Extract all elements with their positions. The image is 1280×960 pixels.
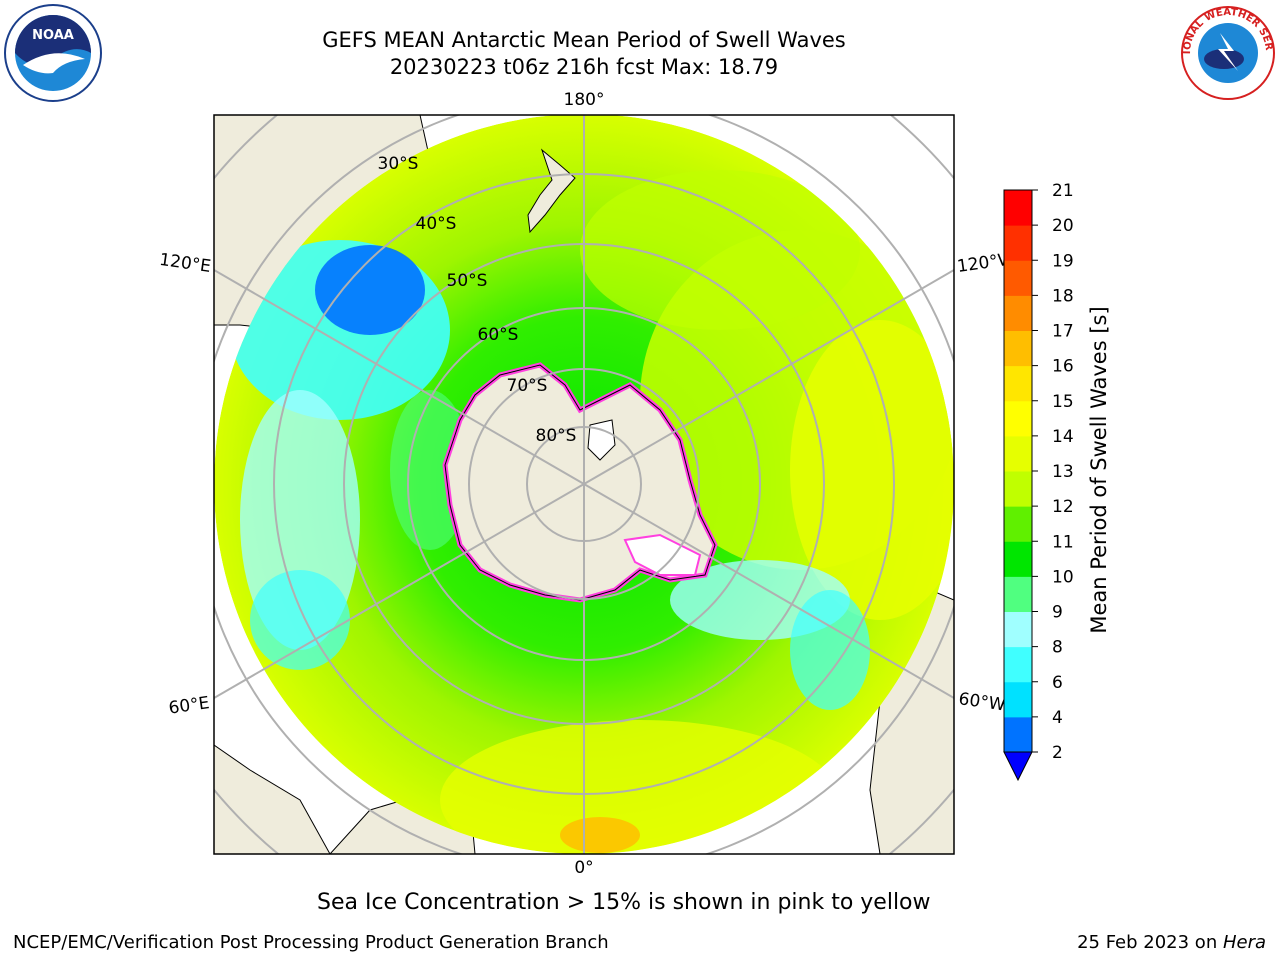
colorbar-tick-label: 8 [1052,638,1063,658]
colorbar-segment [1004,611,1032,648]
map-frame-contents [214,115,954,854]
colorbar-tick-label: 12 [1052,497,1074,517]
colorbar-segment [1004,471,1032,507]
colorbar-extend-arrow [1003,751,1033,782]
colorbar-tick-label: 10 [1052,567,1074,587]
footer-branch: NCEP/EMC/Verification Post Processing Pr… [13,932,609,953]
colorbar-segment [1004,576,1032,612]
colorbar-tick-label: 11 [1052,532,1074,552]
ocean-field [214,115,954,854]
colorbar-segment [1004,365,1032,402]
colorbar-tick-label: 13 [1052,462,1074,482]
map-frame [213,114,955,855]
colorbar-tick-label: 20 [1052,216,1074,236]
colorbar-tick-label: 17 [1052,322,1074,342]
madagascar-region-land [214,744,331,854]
ross-ice-shelf [587,419,616,461]
colorbar: 2 4 6 8 9 10 11 12 13 14 15 16 17 18 19 20 21 [1003,181,1074,782]
lat-label-60s: 60°S [478,325,519,345]
lon-label-180: 180° [564,90,605,110]
sea-ice-caption: Sea Ice Concentration > 15% is shown in … [317,890,931,915]
footer-date: 25 Feb 2023 on Hera [1077,932,1266,953]
colorbar-tick-label: 18 [1052,286,1074,306]
colorbar-tick-label: 14 [1052,427,1074,447]
svg-text:NOAA: NOAA [32,28,74,43]
lon-label-60e: 60°E [167,693,210,718]
lat-label-30s: 30°S [378,154,419,174]
colorbar-segment [1004,716,1032,753]
colorbar-segment [1004,646,1032,683]
colorbar-segment [1004,225,1032,261]
colorbar-segment [1004,190,1032,226]
colorbar-tick-label: 6 [1052,673,1063,693]
nws-logo: NATIONAL WEATHER SERVICE [1178,3,1275,100]
colorbar-segment [1004,295,1032,331]
lon-label-120e: 120°E [158,250,212,277]
graticule [214,115,954,854]
colorbar-tick-label: 15 [1052,392,1074,412]
lon-label-60w: 60°W [957,689,1006,715]
colorbar-segment [1004,681,1032,718]
colorbar-segment [1004,400,1032,437]
colorbar-segment [1004,330,1032,367]
colorbar-segment [1004,506,1032,542]
colorbar-tick-label: 9 [1052,603,1063,623]
colorbar-segment [1004,541,1032,577]
colorbar-tick-label: 19 [1052,251,1074,271]
colorbar-label: Mean Period of Swell Waves [s] [1087,306,1111,633]
colorbar-tick-label: 21 [1052,181,1074,201]
lat-label-70s: 70°S [507,376,548,396]
colorbar-tick-label: 16 [1052,357,1074,377]
colorbar-segment [1004,435,1032,472]
footer-date-text: 25 Feb 2023 on [1077,932,1223,953]
footer-machine: Hera [1222,932,1266,953]
lat-label-80s: 80°S [536,426,577,446]
lat-label-50s: 50°S [447,271,488,291]
weddell-sea-ice [623,533,702,576]
lon-label-0: 0° [574,858,593,878]
chart-title: GEFS MEAN Antarctic Mean Period of Swell… [322,28,846,52]
colorbar-segment [1004,260,1032,296]
colorbar-tick-label: 2 [1052,743,1063,763]
noaa-logo: NOAA [4,4,102,102]
new-zealand-land [527,148,576,234]
colorbar-tick-label: 4 [1052,708,1063,728]
chart-subtitle: 20230223 t06z 216h fcst Max: 18.79 [389,55,779,79]
lat-label-40s: 40°S [416,214,457,234]
